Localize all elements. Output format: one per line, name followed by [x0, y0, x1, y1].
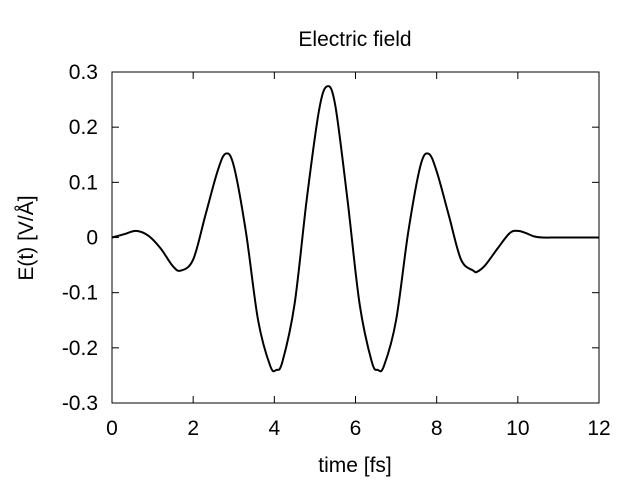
y-axis-label: E(t) [V/Å]: [15, 195, 38, 280]
y-tick-label: 0.2: [69, 116, 98, 139]
x-tick-label: 10: [506, 417, 529, 440]
x-tick-label: 0: [106, 417, 118, 440]
x-tick-label: 8: [431, 417, 443, 440]
y-tick-label: 0: [86, 227, 98, 250]
y-tick-label: -0.3: [62, 392, 98, 415]
x-tick-label: 12: [587, 417, 610, 440]
x-axis-label: time [fs]: [318, 454, 392, 477]
chart-title: Electric field: [298, 28, 411, 51]
x-tick-label: 2: [187, 417, 199, 440]
x-tick-label: 6: [350, 417, 362, 440]
y-tick-label: -0.2: [62, 337, 98, 360]
series-layer: [111, 85, 599, 373]
y-tick-label: 0.3: [69, 61, 98, 84]
y-tick-label: 0.1: [69, 171, 98, 194]
y-axis: -0.3 -0.2 -0.1 0 0.1 0.2 0.3: [62, 61, 599, 415]
y-tick-label: -0.1: [62, 282, 98, 305]
x-axis: 0 2 4 6 8 10 12: [106, 72, 611, 440]
electric-field-line: [111, 85, 599, 373]
x-tick-label: 4: [268, 417, 280, 440]
plot-frame: [111, 71, 600, 404]
